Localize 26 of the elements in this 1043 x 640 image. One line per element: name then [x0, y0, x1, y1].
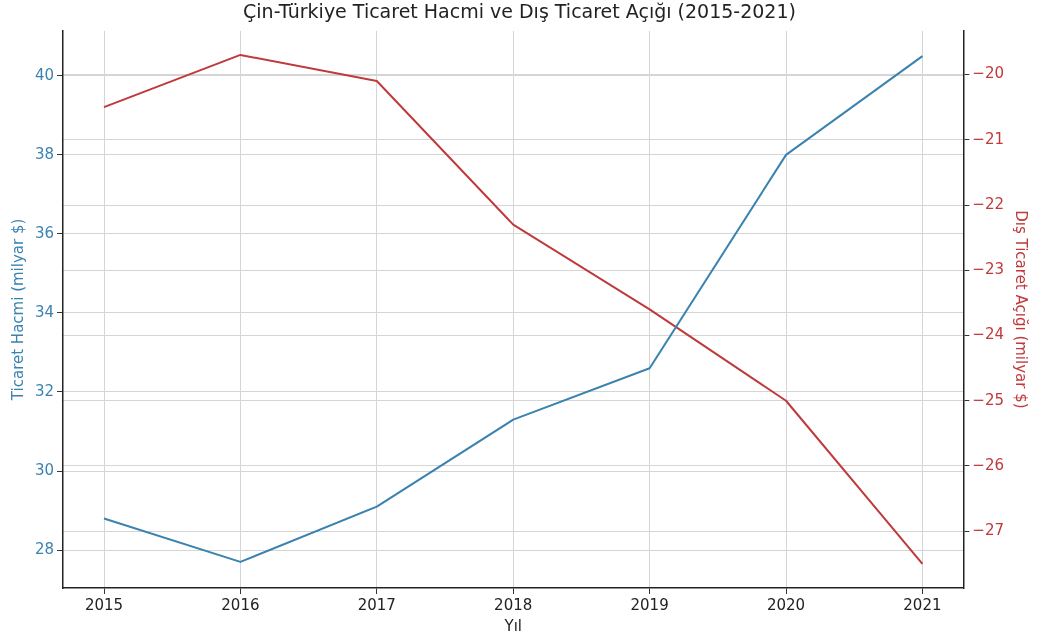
y-tick-label: 30 [34, 460, 55, 479]
x-tick-label: 2016 [221, 595, 260, 614]
y-axis-title: Ticaret Hacmi (milyar $) [8, 218, 27, 402]
y-tick-label: 34 [34, 302, 55, 321]
x-tick-label: 2015 [84, 595, 124, 614]
y2-tick-label: −25 [972, 390, 1004, 409]
x-tick-label: 2021 [903, 595, 942, 614]
x-tick-label: 2020 [766, 595, 806, 614]
y-tick-label: 40 [34, 65, 55, 84]
chart-title: Çin-Türkiye Ticaret Hacmi ve Dış Ticaret Açığı (2015-2021) [243, 0, 796, 23]
y2-axis-title: Dış Ticaret Açığı (milyar $) [1012, 210, 1031, 409]
y-tick-label: 36 [34, 223, 55, 242]
y2-tick-label: −24 [972, 325, 1004, 344]
y2-tick-label: −23 [972, 260, 1004, 279]
x-axis-title: Yıl [503, 616, 522, 635]
y2-tick-label: −21 [972, 129, 1004, 148]
x-tick-label: 2019 [630, 595, 669, 614]
y2-tick-label: −22 [972, 194, 1004, 213]
y-tick-label: 28 [34, 539, 55, 558]
y2-tick-label: −27 [972, 521, 1004, 540]
y2-tick-label: −20 [972, 64, 1004, 83]
x-tick-label: 2017 [357, 595, 396, 614]
y-tick-label: 32 [34, 381, 55, 400]
x-tick-label: 2018 [494, 595, 533, 614]
y-tick-label: 38 [34, 144, 55, 163]
y2-tick-label: −26 [972, 455, 1004, 474]
